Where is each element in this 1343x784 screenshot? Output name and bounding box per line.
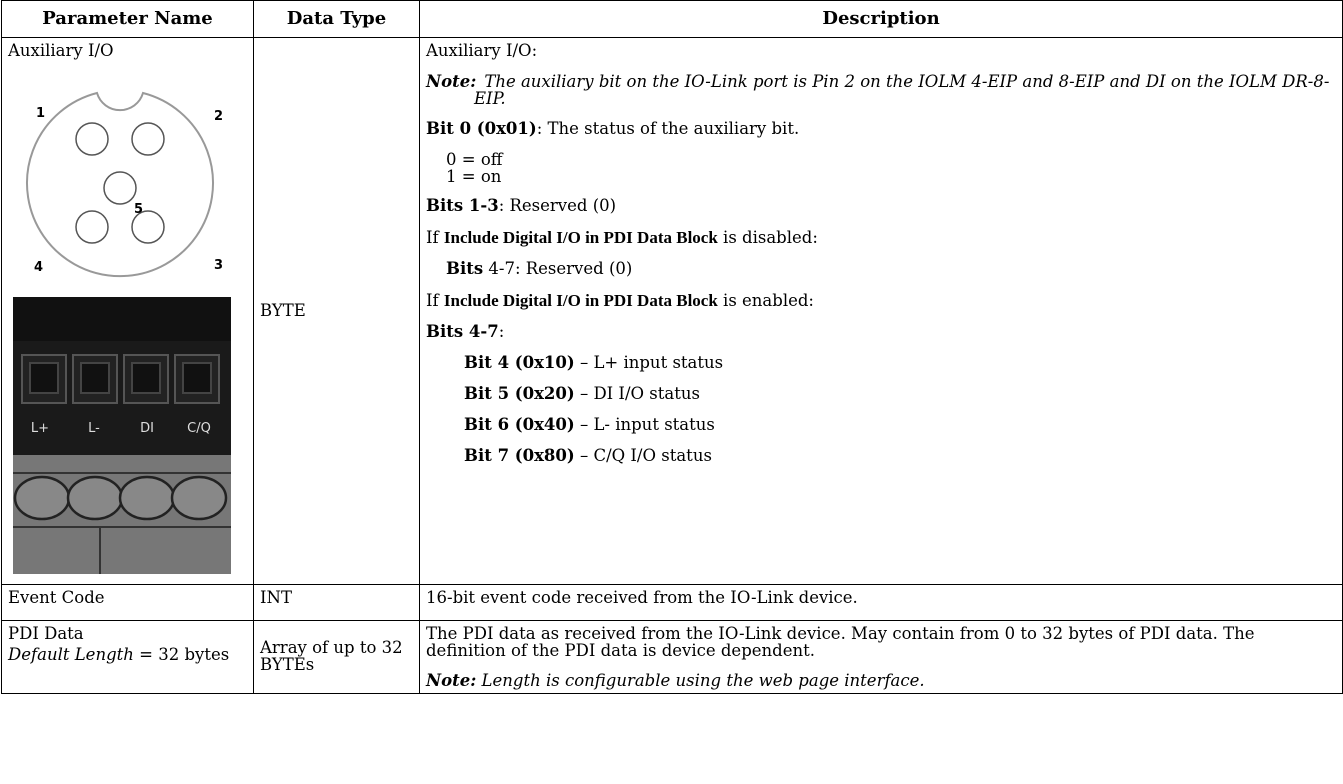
- description-line: The PDI data as received from the IO-Lin…: [426, 625, 1336, 660]
- pin-number: 2: [214, 109, 223, 124]
- text-run: = 32 bytes: [133, 645, 230, 665]
- text-run: – L+ input status: [574, 353, 724, 373]
- parameter-line: Auxiliary I/O: [8, 41, 247, 61]
- text-run: – DI I/O status: [574, 384, 700, 403]
- parameter-line: Event Code: [8, 588, 247, 608]
- header-cell: Data Type: [253, 0, 420, 38]
- description-line: If Include Digital I/O in PDI Data Block…: [426, 291, 1336, 311]
- description-cell: The PDI data as received from the IO-Lin…: [419, 620, 1343, 694]
- pin-number: 4: [34, 260, 43, 275]
- pin: [75, 122, 109, 156]
- text-run: PDI Data: [8, 624, 84, 643]
- parameter-table: Parameter Name Data Type Description Aux…: [1, 0, 1343, 694]
- text-run: Bit 7 (0x80): [464, 445, 575, 465]
- row: Auxiliary I/O 1 2 3 4 5: [1, 37, 1343, 585]
- terminal-label: DI: [140, 421, 154, 436]
- text-run: Length is configurable using the web pag…: [476, 670, 925, 690]
- header-row: Parameter Name Data Type Description: [1, 0, 1343, 38]
- description-line: Bit 6 (0x40) – L- input status: [464, 414, 1336, 435]
- text-run: 4-7: Reserved (0): [483, 259, 633, 279]
- text-run: Auxiliary I/O: [8, 41, 114, 60]
- description-line: Bit 7 (0x80) – C/Q I/O status: [464, 445, 1336, 466]
- parameter-cell: PDI Data Default Length = 32 bytes: [1, 620, 254, 694]
- description-line: Bits 4-7:: [426, 322, 1336, 342]
- text-run: Bit 6 (0x40): [464, 414, 575, 434]
- description-line: 16-bit event code received from the IO-L…: [426, 588, 1336, 608]
- text-run: is disabled:: [717, 228, 818, 248]
- text-run: Bit 5 (0x20): [464, 384, 575, 403]
- description-line: Bit 0 (0x01): The status of the auxiliar…: [426, 118, 1336, 139]
- text-run: 1 = on: [446, 166, 502, 186]
- data-type-cell: INT: [253, 584, 420, 621]
- parameter-cell: Auxiliary I/O 1 2 3 4 5: [1, 37, 254, 585]
- text-run: Include Digital I/O in PDI Data Block: [443, 291, 718, 311]
- description-line: If Include Digital I/O in PDI Data Block…: [426, 228, 1336, 248]
- text-run: Bits: [446, 259, 484, 279]
- text-run: : Reserved (0): [498, 196, 617, 216]
- text-run: – L- input status: [574, 414, 715, 434]
- text-run: is enabled:: [717, 291, 814, 311]
- description-line: Bit 4 (0x10) – L+ input status: [464, 353, 1336, 373]
- text-run: The PDI data as received from the IO-Lin…: [426, 624, 1255, 661]
- text-run: Auxiliary I/O:: [426, 41, 538, 60]
- text-run: If: [426, 291, 444, 311]
- description-line: Bits 4-7: Reserved (0): [446, 259, 1336, 279]
- description-line: Bits 1-3: Reserved (0): [426, 196, 1336, 216]
- data-type-cell: Array of up to 32 BYTEs: [253, 620, 420, 694]
- text-run: Note:: [426, 670, 477, 690]
- text-run: Note:: [426, 71, 477, 91]
- description-line: Bit 5 (0x20) – DI I/O status: [464, 384, 1336, 404]
- parameter-cell: Event Code: [1, 584, 254, 621]
- header-cell: Parameter Name: [1, 0, 254, 38]
- terminal-label: L-: [88, 421, 100, 436]
- terminal-label: L+: [31, 421, 49, 436]
- text-run: 0 = off: [446, 149, 503, 169]
- parameter-line: PDI Data: [8, 625, 247, 642]
- pin-number: 5: [134, 202, 143, 217]
- text-run: :: [498, 322, 505, 342]
- text-run: Bit 4 (0x10): [464, 353, 575, 373]
- connector-figures: 1 2 3 4 5: [13, 91, 231, 574]
- text-run: – C/Q I/O status: [574, 445, 712, 465]
- description-line: 0 = off: [446, 149, 1336, 169]
- text-run: If: [426, 228, 444, 248]
- description-cell: Auxiliary I/O: Note: The auxiliary bit on …: [419, 37, 1343, 585]
- pin: [75, 210, 109, 244]
- description-cell: 16-bit event code received from the IO-L…: [419, 584, 1343, 621]
- description-line: Note: Length is configurable using the w…: [426, 670, 1336, 690]
- text-run: Bits 4-7: [426, 322, 499, 342]
- text-run: Bit 0 (0x01): [426, 118, 537, 138]
- text-run: Bits 1-3: [426, 196, 499, 216]
- text-run: Include Digital I/O in PDI Data Block: [443, 228, 718, 248]
- pin: [131, 210, 165, 244]
- pin-number: 1: [36, 106, 45, 121]
- row: PDI Data Default Length = 32 bytes Array …: [1, 620, 1343, 694]
- description-line: 1 = on: [446, 168, 1336, 185]
- parameter-line: Default Length = 32 bytes: [8, 646, 247, 663]
- row: Event Code INT 16-bit event code receive…: [1, 584, 1343, 621]
- pin: [103, 171, 137, 205]
- text-run: : The status of the auxiliary bit.: [536, 118, 800, 138]
- header-cell: Description: [419, 0, 1343, 38]
- description-line: Note: The auxiliary bit on the IO-Link po…: [426, 73, 1336, 108]
- pin-number: 3: [214, 258, 223, 273]
- description-line: Auxiliary I/O:: [426, 41, 1336, 61]
- data-type-cell: BYTE: [253, 37, 420, 585]
- text-run: Event Code: [8, 588, 105, 607]
- parameter: Auxiliary I/O: [8, 41, 247, 61]
- text-run: Default Length: [8, 645, 134, 665]
- pin: [131, 122, 165, 156]
- text-run: 16-bit event code received from the IO-L…: [426, 588, 858, 607]
- text-run: The auxiliary bit on the IO-Link port is…: [474, 71, 1330, 109]
- terminal-block: [13, 296, 231, 574]
- terminal-label: C/Q: [187, 421, 211, 436]
